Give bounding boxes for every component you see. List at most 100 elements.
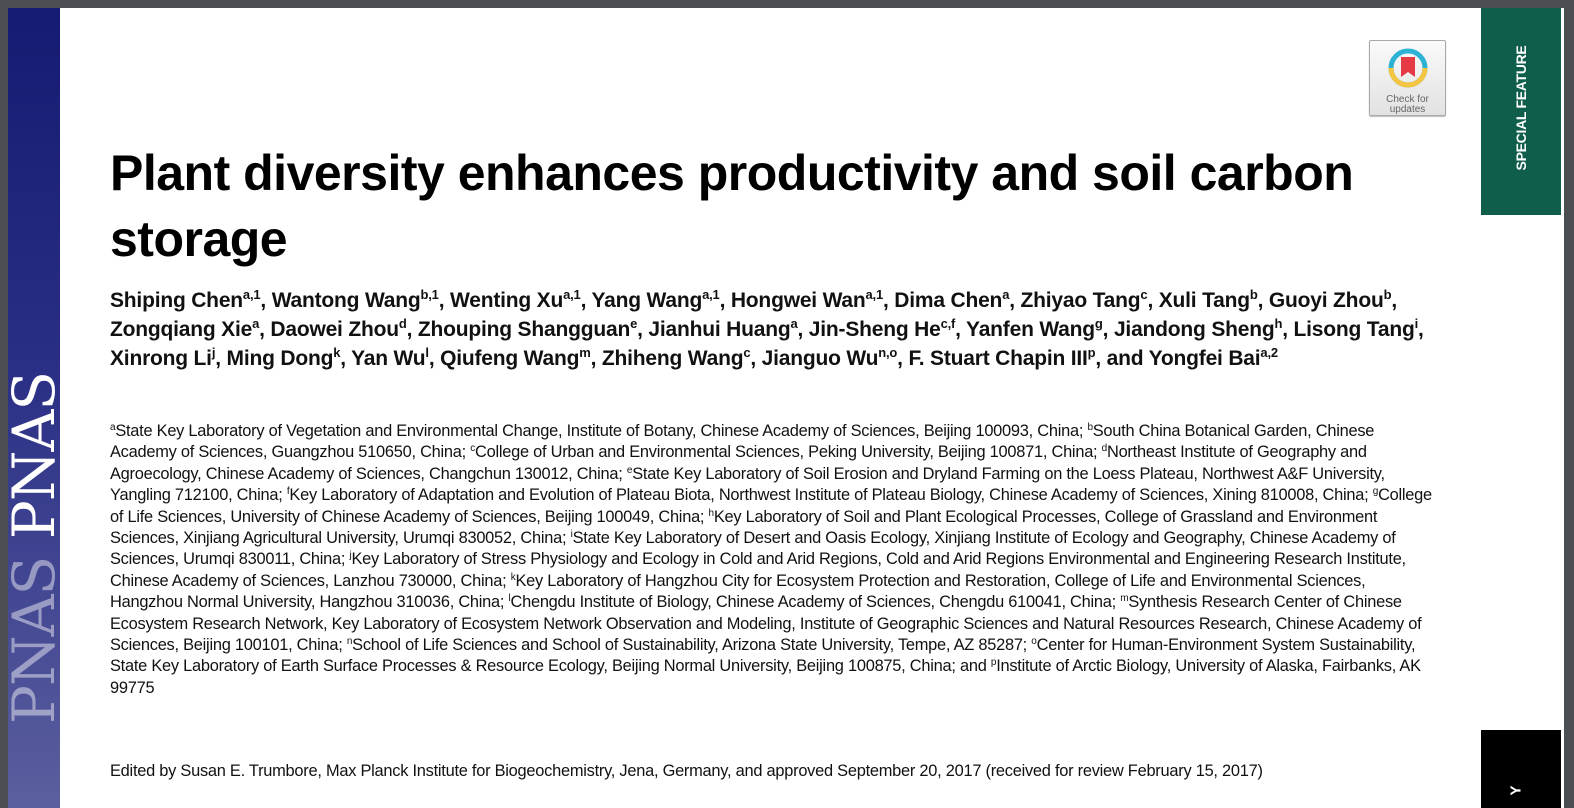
author-name[interactable]: F. Stuart Chapin III bbox=[908, 347, 1088, 370]
author-name[interactable]: Dima Chen bbox=[894, 289, 1003, 312]
author-name[interactable]: Jianguo Wu bbox=[761, 347, 879, 370]
affiliation-text: College of Life Sciences, University of … bbox=[110, 486, 1432, 526]
author-separator: , bbox=[1147, 289, 1159, 312]
author-affiliation-marker: b bbox=[1249, 287, 1258, 302]
author-affiliation-marker: a,1 bbox=[563, 287, 581, 302]
author-affiliation-marker: c,f bbox=[940, 316, 956, 331]
author-affiliation-marker: a,1 bbox=[702, 287, 720, 302]
author-affiliation-marker: p bbox=[1087, 345, 1096, 360]
author-name[interactable]: Jiandong Sheng bbox=[1113, 318, 1275, 341]
author-separator: , bbox=[1391, 289, 1403, 312]
affiliation-marker: m bbox=[1120, 593, 1129, 605]
author-separator: , bbox=[750, 347, 762, 370]
author-name[interactable]: Qiufeng Wang bbox=[440, 347, 580, 370]
author-name[interactable]: Zongqiang Xie bbox=[110, 318, 253, 341]
author-separator: , bbox=[1102, 318, 1114, 341]
author-separator: , bbox=[1257, 289, 1269, 312]
affiliation-text: South China Botanical Garden, Chinese Ac… bbox=[110, 422, 1375, 462]
bookmark-ring-icon bbox=[1388, 48, 1427, 88]
author-name[interactable]: Yang Wang bbox=[591, 289, 703, 312]
affiliation-marker: b bbox=[1087, 422, 1093, 433]
author-separator: , bbox=[719, 289, 731, 312]
affiliation-text: Northeast Institute of Geography and Agr… bbox=[110, 443, 1367, 483]
affiliation-text: State Key Laboratory of Soil Erosion and… bbox=[110, 464, 1385, 505]
author-name[interactable]: Yanfen Wang bbox=[966, 318, 1095, 341]
affiliations: aState Key Laboratory of Vegetation and … bbox=[110, 421, 1440, 699]
author-name[interactable]: Shiping Chen bbox=[110, 289, 243, 312]
author-affiliation-marker: h bbox=[1274, 316, 1283, 331]
affiliation-text: School of Life Sciences and School of Su… bbox=[352, 636, 1032, 655]
author-name[interactable]: Zhouping Shangguan bbox=[417, 318, 631, 341]
author-affiliation-marker: b,1 bbox=[420, 287, 439, 302]
affiliation-marker: a bbox=[110, 422, 116, 433]
author-separator: , bbox=[215, 347, 227, 370]
author-affiliation-marker: k bbox=[333, 345, 341, 360]
author-name[interactable]: Xuli Tang bbox=[1158, 289, 1250, 312]
affiliation-text: Key Laboratory of Stress Physiology and … bbox=[110, 550, 1406, 590]
author-affiliation-marker: a bbox=[1002, 287, 1010, 302]
affiliation-marker: i bbox=[570, 529, 573, 541]
affiliation-marker: h bbox=[708, 507, 715, 519]
author-name[interactable]: Guoyi Zhou bbox=[1268, 289, 1384, 312]
author-affiliation-marker: d bbox=[398, 316, 407, 331]
author-name[interactable]: Wantong Wang bbox=[271, 289, 421, 312]
author-name[interactable]: Lisong Tang bbox=[1293, 318, 1415, 341]
author-affiliation-marker: a,2 bbox=[1260, 345, 1278, 360]
affiliation-text: Key Laboratory of Adaptation and Evoluti… bbox=[289, 486, 1373, 505]
author-name[interactable]: Daowei Zhou bbox=[270, 318, 399, 341]
affiliation-marker: f bbox=[286, 486, 290, 498]
special-feature-tab: SPECIAL FEATURE bbox=[1481, 8, 1561, 215]
author-separator: , bbox=[1009, 289, 1021, 312]
author-separator: , bbox=[260, 289, 272, 312]
author-affiliation-marker: l bbox=[425, 345, 429, 360]
author-name[interactable]: Zhiheng Wang bbox=[601, 347, 744, 370]
journal-sidebar: PNAS PNAS bbox=[8, 8, 60, 808]
author-separator: , bbox=[340, 347, 352, 370]
author-affiliation-marker: a bbox=[790, 316, 798, 331]
affiliation-marker: l bbox=[508, 593, 511, 605]
affiliation-marker: p bbox=[990, 657, 997, 669]
author-affiliation-marker: e bbox=[630, 316, 638, 331]
affiliation-text: State Key Laboratory of Vegetation and E… bbox=[115, 422, 1088, 440]
author-separator: , bbox=[580, 289, 592, 312]
affiliation-marker: e bbox=[626, 464, 633, 476]
author-affiliation-marker: i bbox=[1414, 316, 1419, 331]
author-name[interactable]: Xinrong Li bbox=[110, 347, 212, 370]
affiliation-text: Institute of Arctic Biology, University … bbox=[110, 657, 1421, 697]
author-separator: , bbox=[590, 347, 602, 370]
author-name[interactable]: Jin-Sheng He bbox=[808, 318, 941, 341]
author-separator: , bbox=[1282, 318, 1294, 341]
author-affiliation-marker: a,1 bbox=[242, 287, 261, 302]
author-affiliation-marker: c bbox=[743, 345, 751, 360]
author-affiliation-marker: j bbox=[211, 345, 216, 360]
affiliation-marker: o bbox=[1031, 636, 1037, 648]
author-name[interactable]: Hongwei Wan bbox=[730, 289, 866, 312]
author-name[interactable]: Wenting Xu bbox=[450, 289, 564, 312]
author-affiliation-marker: n,o bbox=[878, 345, 898, 360]
pdf-page: PNAS PNAS Check for updates SPECIAL FEAT… bbox=[8, 8, 1564, 808]
author-separator: , bbox=[438, 289, 450, 312]
author-separator: , bbox=[259, 318, 271, 341]
author-separator: , and bbox=[1095, 347, 1149, 370]
author-separator: , bbox=[1418, 318, 1430, 341]
author-name[interactable]: Jianhui Huang bbox=[648, 318, 791, 341]
affiliation-text: Center for Human-Environment System Sust… bbox=[110, 636, 1416, 676]
affiliation-marker: n bbox=[346, 636, 353, 648]
affiliation-text: Key Laboratory of Hangzhou City for Ecos… bbox=[110, 571, 1366, 612]
author-affiliation-marker: b bbox=[1383, 287, 1392, 302]
author-name[interactable]: Ming Dong bbox=[226, 347, 334, 370]
affiliation-text: Synthesis Research Center of Chinese Eco… bbox=[110, 593, 1422, 655]
affiliation-text: State Key Laboratory of Desert and Oasis… bbox=[110, 529, 1396, 569]
author-name[interactable]: Zhiyao Tang bbox=[1020, 289, 1141, 312]
author-separator: , bbox=[428, 347, 441, 370]
affiliation-text: Chengdu Institute of Biology, Chinese Ac… bbox=[510, 593, 1121, 612]
affiliation-marker: k bbox=[510, 571, 516, 583]
affiliation-text: College of Urban and Environmental Scien… bbox=[475, 443, 1102, 462]
author-name[interactable]: Yongfei Bai bbox=[1148, 347, 1261, 370]
affiliation-marker: c bbox=[470, 443, 476, 455]
author-separator: , bbox=[955, 318, 967, 341]
edited-by: Edited by Susan E. Trumbore, Max Planck … bbox=[110, 762, 1263, 780]
section-tab-bottom: Y bbox=[1481, 730, 1561, 808]
check-for-updates-button[interactable]: Check for updates bbox=[1369, 40, 1446, 116]
author-name[interactable]: Yan Wu bbox=[351, 347, 426, 370]
